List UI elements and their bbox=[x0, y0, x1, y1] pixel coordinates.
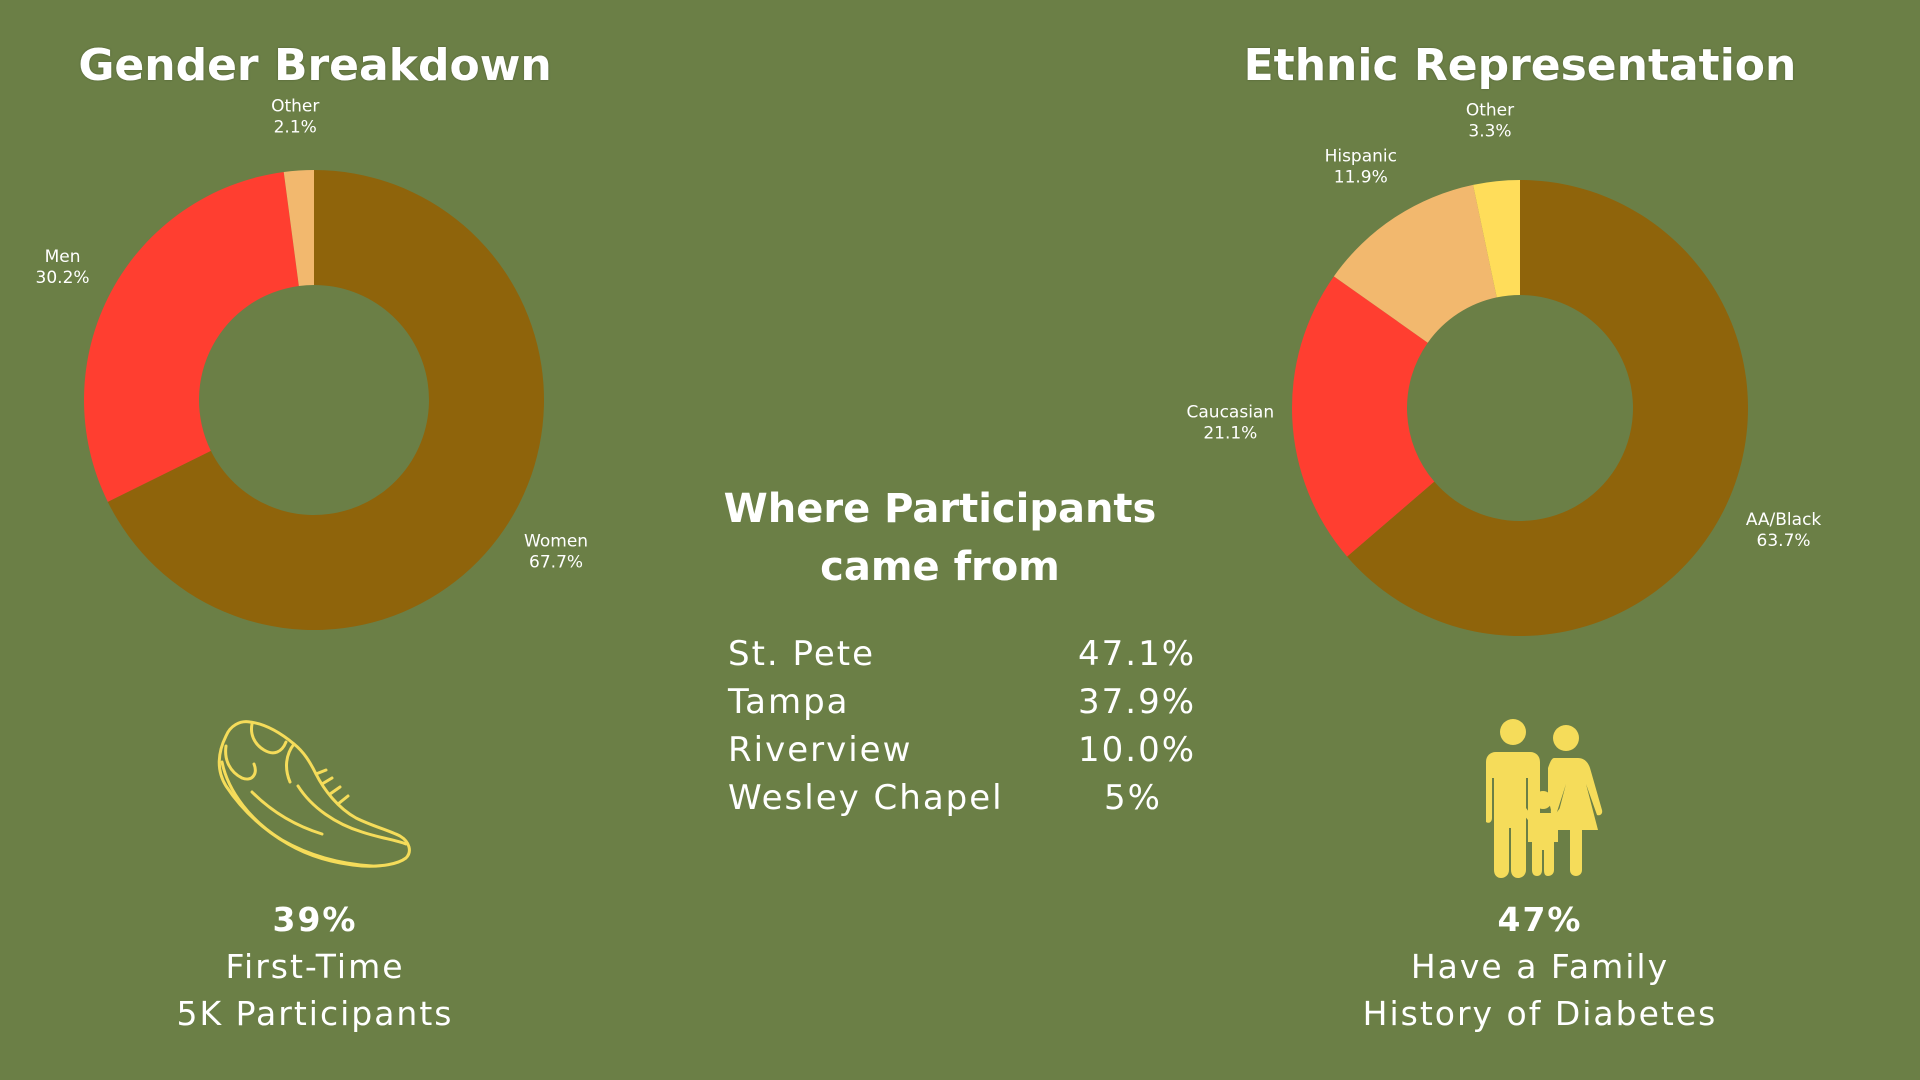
slice-label-name: Other bbox=[271, 97, 319, 117]
slice-other bbox=[283, 170, 314, 286]
location-row: Tampa 37.9% bbox=[728, 678, 1197, 726]
locations-title: Where Participants came from bbox=[680, 480, 1200, 596]
family-icon bbox=[1486, 719, 1603, 878]
slice-label: Women 67.7% bbox=[524, 531, 588, 572]
slice-caucasian bbox=[1292, 276, 1435, 557]
locations-title-line2: came from bbox=[820, 544, 1060, 590]
first-time-stat: 39% First-Time 5K Participants bbox=[120, 896, 510, 1037]
slice-aa-black bbox=[1347, 180, 1748, 637]
location-row: St. Pete 47.1% bbox=[728, 630, 1197, 678]
slice-label-value: 63.7% bbox=[1757, 531, 1811, 551]
location-row: Wesley Chapel 5% bbox=[728, 774, 1188, 822]
slice-label: Caucasian 21.1% bbox=[1187, 403, 1275, 444]
slice-label: Other 3.3% bbox=[1466, 101, 1514, 142]
location-name: Riverview bbox=[728, 730, 913, 770]
slice-label-value: 30.2% bbox=[36, 268, 90, 288]
slice-label: Hispanic 11.9% bbox=[1325, 147, 1397, 188]
slice-hispanic bbox=[1333, 184, 1497, 343]
family-history-label-line2: History of Diabetes bbox=[1362, 994, 1718, 1033]
locations-title-line1: Where Participants bbox=[723, 486, 1157, 532]
location-row: Riverview 10.0% bbox=[728, 726, 1197, 774]
first-time-label-line2: 5K Participants bbox=[176, 994, 454, 1033]
family-history-label-line1: Have a Family bbox=[1410, 947, 1670, 986]
location-name: Tampa bbox=[728, 682, 850, 722]
gender-donut-chart: Women 67.7% Men 30.2% Other 2.1% bbox=[36, 97, 588, 631]
slice-label: Other 2.1% bbox=[271, 97, 319, 138]
slice-label: AA/Black 63.7% bbox=[1746, 510, 1822, 551]
location-value: 47.1% bbox=[1078, 634, 1197, 674]
ethnic-chart-title: Ethnic Representation bbox=[1243, 40, 1797, 91]
slice-label-name: Men bbox=[45, 247, 81, 267]
first-time-label-line1: First-Time bbox=[225, 947, 405, 986]
slice-other bbox=[1473, 180, 1520, 298]
slice-label-name: Hispanic bbox=[1325, 147, 1397, 167]
slice-label-value: 11.9% bbox=[1334, 168, 1388, 188]
slice-label-name: AA/Black bbox=[1746, 510, 1822, 530]
location-value: 5% bbox=[1104, 778, 1162, 818]
family-history-stat: 47% Have a Family History of Diabetes bbox=[1330, 896, 1750, 1037]
slice-label-value: 21.1% bbox=[1203, 424, 1257, 444]
running-shoe-icon bbox=[217, 720, 411, 868]
slice-label-name: Women bbox=[524, 531, 588, 551]
location-value: 37.9% bbox=[1078, 682, 1197, 722]
location-name: Wesley Chapel bbox=[728, 778, 1004, 818]
locations-list: St. Pete 47.1% Tampa 37.9% Riverview 10.… bbox=[728, 630, 1197, 822]
family-history-percent: 47% bbox=[1497, 900, 1583, 939]
slice-label-value: 67.7% bbox=[529, 552, 583, 572]
slice-label-value: 3.3% bbox=[1468, 122, 1511, 142]
first-time-percent: 39% bbox=[272, 900, 358, 939]
location-name: St. Pete bbox=[728, 634, 875, 674]
slice-label-name: Other bbox=[1466, 101, 1514, 121]
location-value: 10.0% bbox=[1078, 730, 1197, 770]
slice-men bbox=[84, 171, 299, 502]
slice-label-name: Caucasian bbox=[1187, 403, 1275, 423]
ethnic-donut-chart: AA/Black 63.7% Caucasian 21.1% Hispanic 11.9%… bbox=[1187, 101, 1822, 637]
slice-label: Men 30.2% bbox=[36, 247, 90, 288]
slice-label-value: 2.1% bbox=[274, 118, 317, 138]
gender-chart-title: Gender Breakdown bbox=[78, 40, 552, 91]
slice-women bbox=[107, 170, 545, 631]
